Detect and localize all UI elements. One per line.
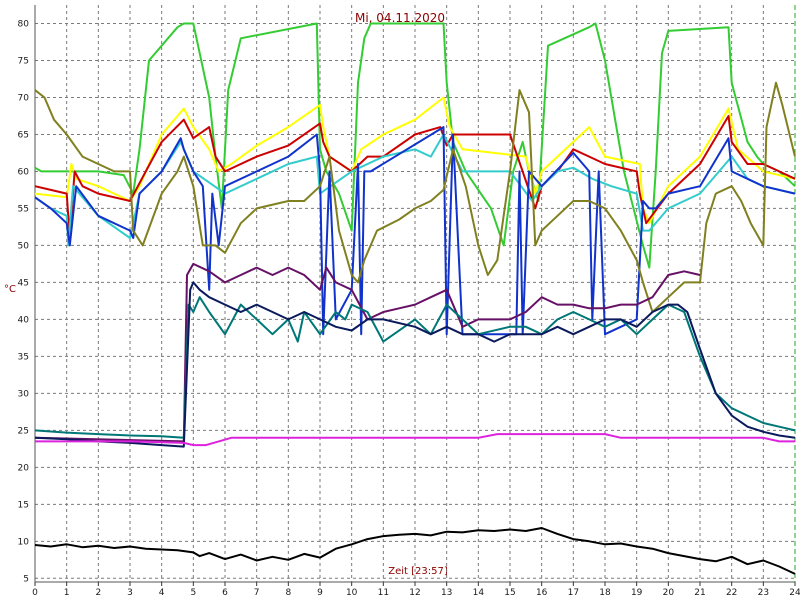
series-line-9 bbox=[34, 281, 796, 448]
y-tick-label: 35 bbox=[18, 352, 29, 362]
x-tick-label: 4 bbox=[159, 588, 165, 598]
series-line-1 bbox=[34, 22, 796, 269]
x-tick-label: 21 bbox=[694, 588, 705, 598]
x-tick-label: 3 bbox=[127, 588, 133, 598]
y-tick-label: 50 bbox=[18, 241, 30, 251]
y-tick-label: 40 bbox=[18, 315, 30, 325]
x-axis-label: Zeit [23:57] bbox=[388, 566, 448, 577]
x-tick-label: 20 bbox=[663, 588, 675, 598]
x-tick-label: 23 bbox=[758, 588, 769, 598]
x-tick-label: 16 bbox=[536, 588, 548, 598]
series-line-3 bbox=[34, 115, 796, 239]
x-tick-label: 17 bbox=[568, 588, 579, 598]
x-tick-label: 6 bbox=[222, 588, 228, 598]
y-tick-label: 65 bbox=[18, 130, 29, 140]
series-line-11 bbox=[34, 527, 796, 575]
y-tick-label: 15 bbox=[18, 500, 29, 510]
x-tick-label: 2 bbox=[95, 588, 101, 598]
y-tick-label: 45 bbox=[18, 278, 29, 288]
y-tick-label: 5 bbox=[23, 574, 29, 584]
y-tick-label: 25 bbox=[18, 426, 29, 436]
x-tick-label: 8 bbox=[285, 588, 291, 598]
y-axis-label: °C bbox=[4, 284, 16, 295]
x-tick-label: 11 bbox=[378, 588, 389, 598]
x-tick-label: 18 bbox=[599, 588, 611, 598]
x-tick-label: 7 bbox=[254, 588, 260, 598]
x-tick-label: 19 bbox=[631, 588, 643, 598]
x-tick-label: 12 bbox=[409, 588, 420, 598]
y-tick-label: 75 bbox=[18, 56, 29, 66]
x-tick-label: 0 bbox=[32, 588, 38, 598]
series-lines bbox=[34, 22, 796, 575]
y-tick-label: 70 bbox=[18, 93, 30, 103]
axes bbox=[34, 5, 796, 586]
x-tick-label: 1 bbox=[64, 588, 70, 598]
x-tick-label: 22 bbox=[726, 588, 737, 598]
series-line-8 bbox=[34, 296, 796, 439]
y-tick-label: 10 bbox=[18, 537, 30, 547]
y-tick-label: 60 bbox=[18, 167, 30, 177]
series-line-6 bbox=[34, 81, 796, 313]
x-tick-label: 15 bbox=[504, 588, 515, 598]
x-tick-label: 9 bbox=[317, 588, 323, 598]
y-tick-label: 20 bbox=[18, 463, 30, 473]
x-tick-label: 24 bbox=[789, 588, 800, 598]
y-tick-label: 80 bbox=[18, 19, 30, 29]
x-tick-label: 13 bbox=[441, 588, 452, 598]
x-tick-label: 5 bbox=[190, 588, 196, 598]
series-line-7 bbox=[34, 262, 701, 443]
chart-title: Mi, 04.11.2020 bbox=[355, 11, 445, 25]
x-tick-label: 10 bbox=[346, 588, 358, 598]
grid bbox=[35, 5, 795, 582]
y-tick-label: 30 bbox=[18, 389, 30, 399]
series-line-5 bbox=[34, 126, 796, 336]
series-line-10 bbox=[35, 433, 795, 447]
x-tick-label: 14 bbox=[473, 588, 485, 598]
series-line-2 bbox=[34, 96, 796, 225]
y-tick-label: 55 bbox=[18, 204, 29, 214]
